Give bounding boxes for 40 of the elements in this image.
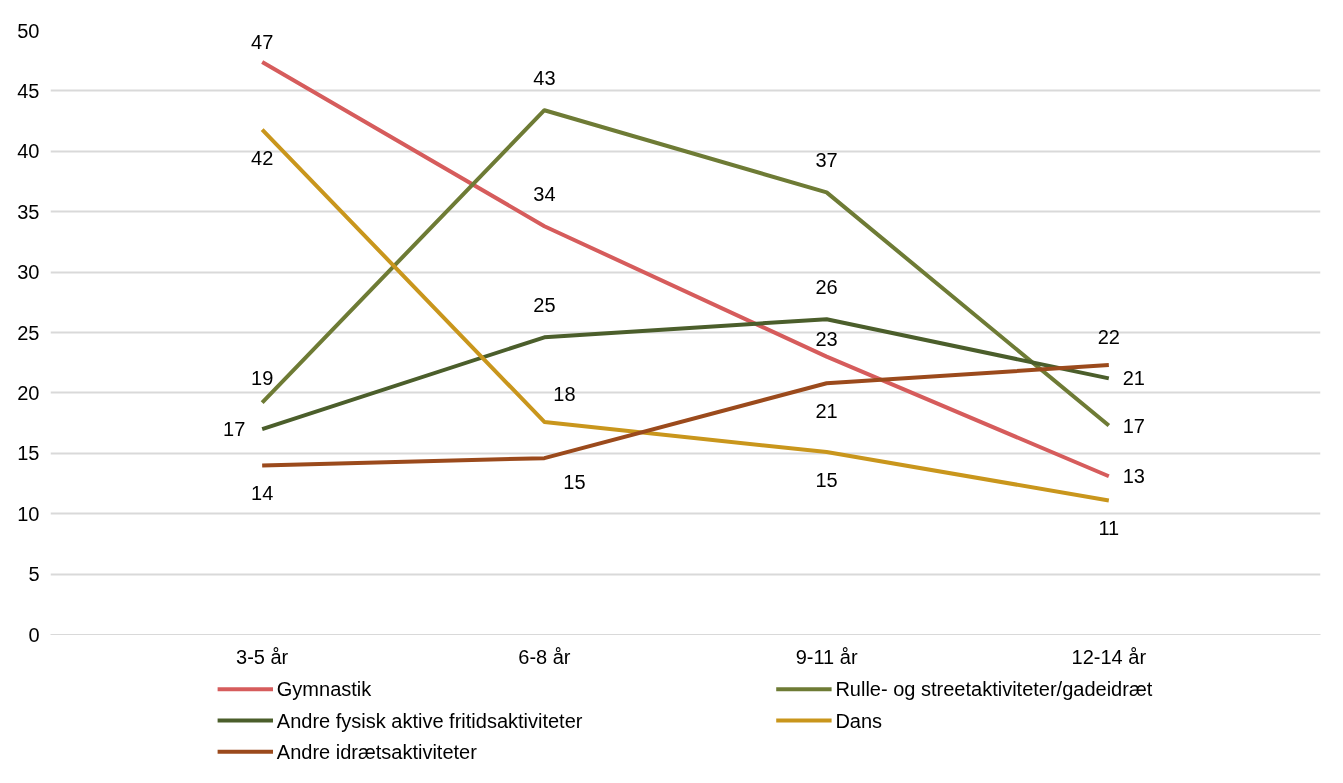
data-label: 15 (815, 469, 838, 492)
legend-label: Gymnastik (276, 678, 373, 701)
data-label: 17 (1122, 414, 1145, 437)
data-label: 42 (251, 146, 274, 169)
y-tick-label: 10 (17, 502, 40, 525)
y-tick-label: 30 (17, 261, 40, 284)
data-label: 21 (1122, 367, 1145, 390)
data-label: 19 (251, 366, 274, 389)
x-tick-label: 9-11 år (795, 645, 858, 668)
legend-label: Andre idrætsaktiviteter (276, 740, 478, 763)
data-label: 18 (553, 382, 576, 405)
y-tick-label: 40 (17, 140, 40, 163)
legend-label: Rulle- og streetaktiviteter/gadeidræt (835, 678, 1153, 701)
data-label: 34 (533, 183, 556, 206)
data-label: 25 (533, 294, 556, 317)
y-tick-label: 45 (17, 79, 40, 102)
data-label: 23 (815, 327, 838, 350)
x-tick-label: 6-8 år (518, 645, 571, 668)
legend-label: Dans (835, 709, 883, 732)
y-tick-label: 35 (17, 200, 40, 223)
data-label: 17 (223, 418, 246, 441)
data-label: 15 (563, 471, 586, 494)
y-tick-label: 5 (28, 563, 40, 586)
data-label: 11 (1098, 517, 1120, 540)
data-label: 26 (815, 276, 838, 299)
data-label: 22 (1097, 326, 1120, 349)
data-label: 21 (815, 400, 838, 423)
x-tick-label: 12-14 år (1071, 645, 1147, 668)
data-label: 43 (533, 67, 556, 90)
data-label: 13 (1122, 465, 1145, 488)
y-tick-label: 50 (17, 19, 40, 42)
data-label: 47 (251, 30, 274, 53)
y-tick-label: 0 (28, 623, 40, 646)
legend-label: Andre fysisk aktive fritidsaktiviteter (276, 709, 583, 732)
y-tick-label: 25 (17, 321, 40, 344)
y-tick-label: 15 (17, 442, 40, 465)
data-label: 37 (815, 149, 838, 172)
x-tick-label: 3-5 år (236, 645, 289, 668)
y-tick-label: 20 (17, 381, 40, 404)
data-label: 14 (251, 482, 274, 505)
